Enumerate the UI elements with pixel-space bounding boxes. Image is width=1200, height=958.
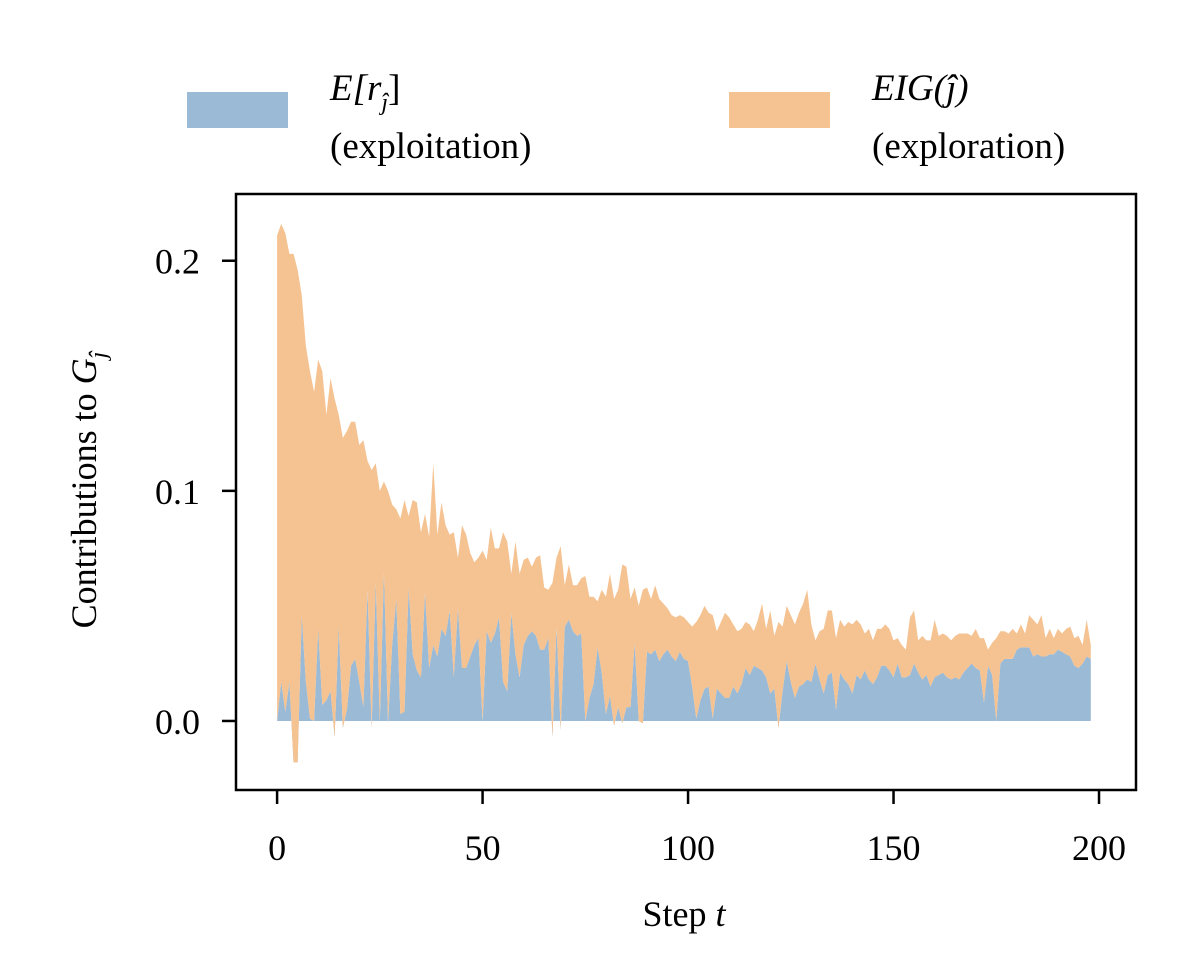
x-tick-label: 150: [867, 828, 921, 868]
legend-math-sub: ĵ: [378, 90, 389, 116]
legend-label-exploration: (exploration): [872, 126, 1065, 167]
legend: E[rĵ] (exploitation) EIG(ĵ) (exploration…: [187, 68, 1065, 167]
y-axis-label-text: Contributions to: [64, 384, 104, 628]
x-axis-label-var: t: [716, 894, 727, 934]
legend-math-main: E[r: [329, 68, 382, 109]
legend-label-exploration-math: EIG(ĵ): [871, 68, 969, 109]
plot-frame: [234, 192, 1138, 792]
legend-swatch-exploitation: [187, 92, 288, 128]
y-axis-ticks: 0.0 0.1 0.2: [155, 242, 236, 742]
x-tick-label: 100: [661, 828, 715, 868]
y-tick-label: 0.1: [155, 472, 200, 512]
area-series-exploration: [277, 223, 1091, 763]
legend-math-end: ]: [388, 68, 400, 109]
x-axis-label-text: Step: [642, 894, 715, 934]
area-series-exploitation: [277, 571, 1091, 763]
y-axis-label-g: G: [64, 358, 104, 384]
legend-label-exploitation: (exploitation): [330, 126, 531, 167]
y-tick-label: 0.2: [155, 242, 200, 282]
y-axis-label-sub: ĵ: [86, 350, 112, 361]
legend-swatch-exploration: [729, 92, 830, 128]
x-tick-label: 200: [1072, 828, 1126, 868]
x-tick-label: 0: [268, 828, 286, 868]
x-tick-label: 50: [465, 828, 501, 868]
plot-areas: [277, 223, 1091, 763]
y-axis-label: Contributions to Gĵ: [64, 350, 112, 628]
x-axis-ticks: 0 50 100 150 200: [268, 790, 1126, 868]
legend-label-exploitation-math: E[rĵ]: [329, 68, 400, 116]
y-tick-label: 0.0: [155, 702, 200, 742]
x-axis-label: Step t: [642, 894, 726, 934]
